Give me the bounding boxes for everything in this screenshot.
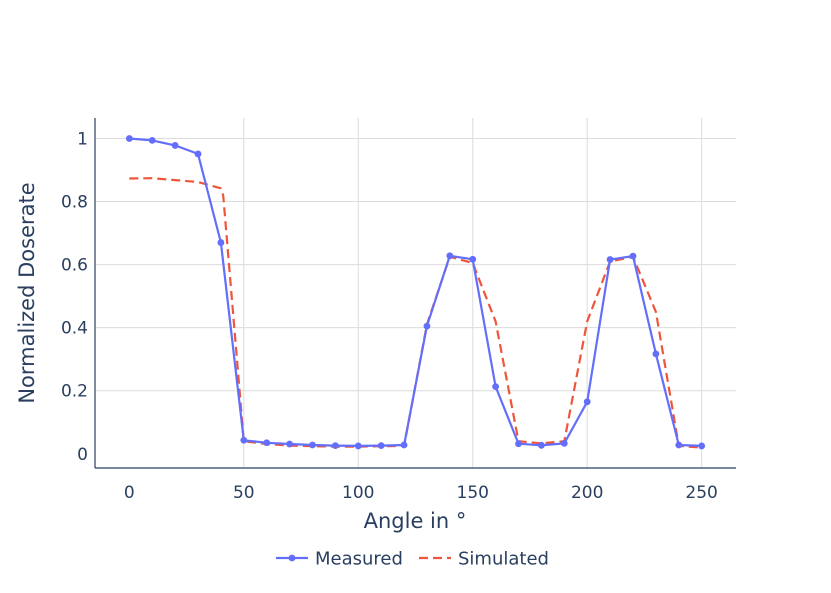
data-point-measured xyxy=(331,442,339,450)
legend-label-measured: Measured xyxy=(315,549,403,570)
y-tick-label: 1 xyxy=(77,129,88,149)
data-point-measured xyxy=(606,256,614,263)
data-point-measured xyxy=(515,440,522,448)
data-point-measured xyxy=(286,440,293,448)
data-point-measured xyxy=(629,252,637,260)
legend-label-simulated: Simulated xyxy=(458,549,549,570)
y-tick-label: 0.8 xyxy=(61,193,88,213)
data-point-measured xyxy=(469,255,477,263)
data-point-measured xyxy=(148,136,156,144)
data-point-measured xyxy=(698,442,706,450)
x-tick-label: 100 xyxy=(342,483,374,503)
series-layer xyxy=(125,135,706,450)
x-tick-label: 250 xyxy=(685,483,717,503)
y-axis-title: Normalized Doserate xyxy=(15,182,39,403)
y-tick-label: 0.6 xyxy=(61,256,88,276)
series-line-measured xyxy=(129,137,702,447)
legend-marker xyxy=(288,554,296,562)
legend: Measured Simulated xyxy=(276,549,549,570)
data-point-measured xyxy=(538,441,545,449)
data-point-measured xyxy=(400,441,408,449)
data-point-measured xyxy=(652,350,660,358)
data-point-measured xyxy=(675,441,683,449)
data-point-measured xyxy=(263,439,271,447)
data-point-measured xyxy=(171,142,179,149)
x-tick-label: 200 xyxy=(571,483,603,503)
x-tick-label: 150 xyxy=(457,483,489,503)
data-point-measured xyxy=(125,135,133,142)
data-point-measured xyxy=(240,436,248,444)
y-tick-label: 0.2 xyxy=(61,382,88,402)
data-point-measured xyxy=(560,440,568,447)
tick-labels: 0 50 100 150 200 250 0 0.2 0.4 0.6 0.8 1 xyxy=(61,129,718,503)
data-point-measured xyxy=(217,239,225,246)
y-tick-label: 0.4 xyxy=(61,319,88,339)
x-tick-label: 0 xyxy=(124,483,135,503)
data-point-measured xyxy=(423,322,431,330)
data-point-measured xyxy=(309,441,316,449)
data-point-measured xyxy=(354,442,362,450)
y-tick-label: 0 xyxy=(77,445,88,465)
data-point-measured xyxy=(446,252,454,260)
grid xyxy=(95,118,736,468)
data-point-measured xyxy=(194,150,202,158)
axes xyxy=(94,118,736,469)
data-point-measured xyxy=(492,383,500,391)
data-point-measured xyxy=(377,442,385,450)
x-axis-title: Angle in ° xyxy=(364,509,467,533)
data-point-measured xyxy=(583,398,591,406)
x-tick-label: 50 xyxy=(233,483,255,503)
